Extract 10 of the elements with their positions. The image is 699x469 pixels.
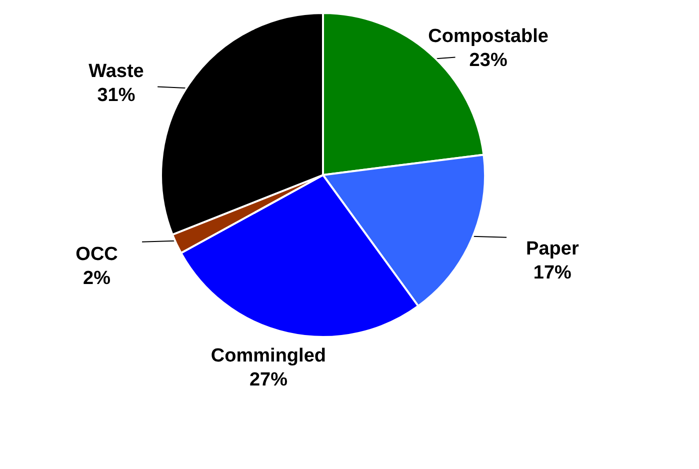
data-label: 23% — [469, 50, 508, 72]
data-label: 17% — [533, 262, 572, 284]
slice-label: Commingled — [210, 346, 326, 367]
data-label: 27% — [249, 370, 288, 391]
slice-label: Waste — [88, 61, 144, 82]
data-label: 2% — [83, 268, 111, 289]
data-label: 31% — [97, 85, 136, 106]
slice-label: Compostable — [428, 26, 549, 48]
slice-label: OCC — [76, 244, 118, 265]
slice-label: Paper — [526, 238, 580, 260]
